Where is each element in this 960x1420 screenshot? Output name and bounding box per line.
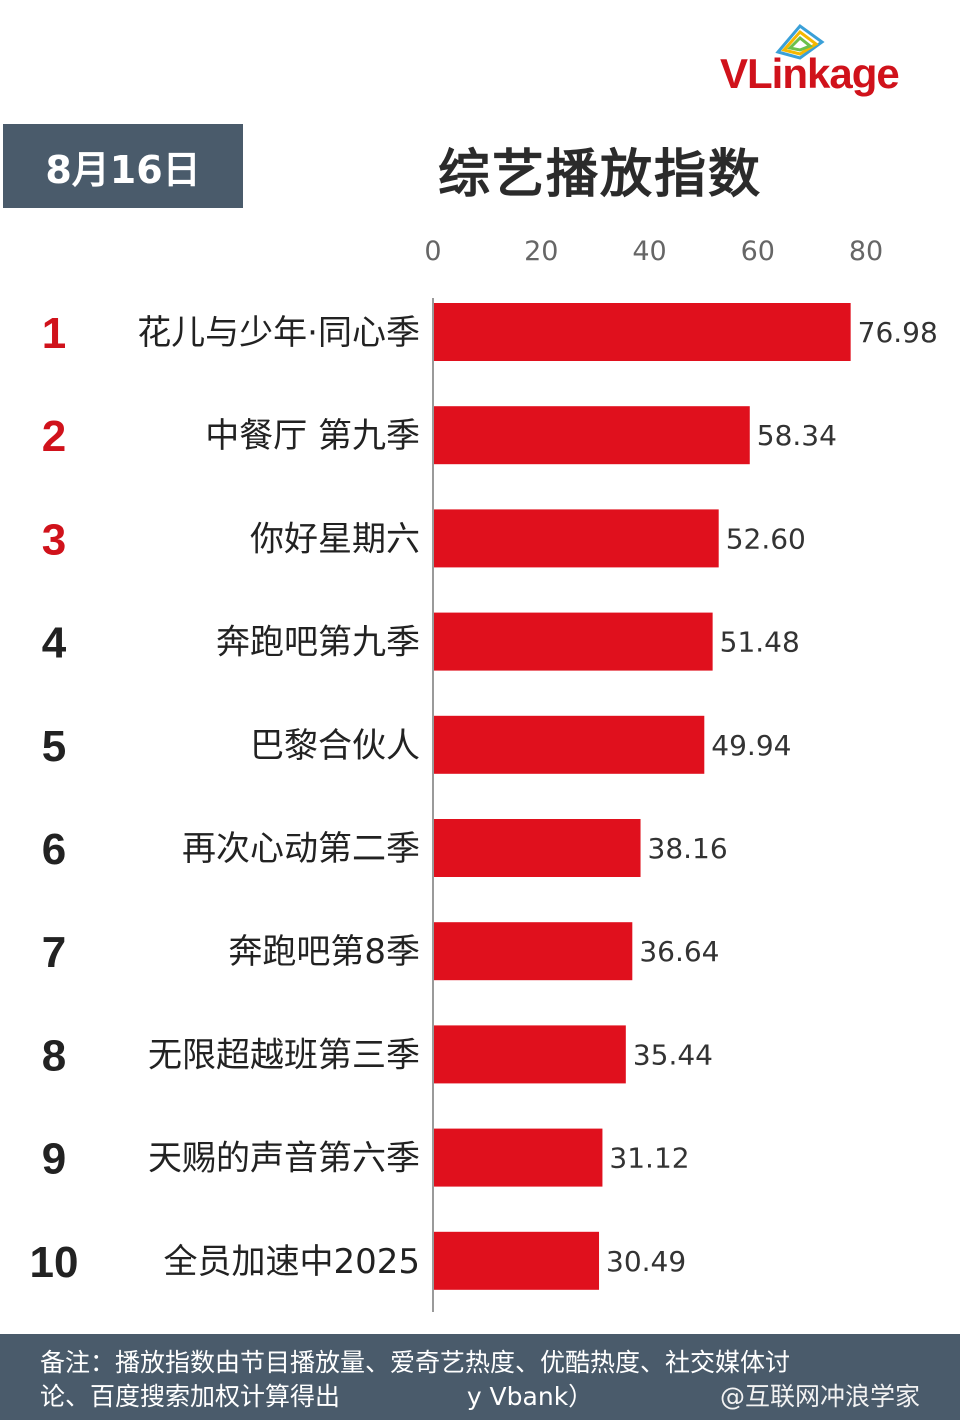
date-badge: 8月16日: [3, 124, 243, 208]
category-label: 花儿与少年·同心季: [137, 313, 420, 353]
bar: [434, 922, 633, 981]
rank-label: 3: [42, 515, 66, 564]
footer-note: 备注：播放指数由节目播放量、爱奇艺热度、优酷热度、社交媒体讨 论、百度搜索加权计…: [0, 1334, 960, 1420]
rank-label: 7: [42, 928, 66, 977]
bar-chart: 0 20 40 60 80 76.98 花儿与少年·同心季 1 58.34 中餐厅 第九季 2 52.…: [30, 236, 938, 1312]
footer-note-line2: 论、百度搜索加权计算得出: [40, 1382, 341, 1411]
x-tick-label: 60: [741, 236, 775, 267]
watermark: @互联网冲浪学家: [719, 1382, 920, 1411]
category-label: 中餐厅 第九季: [205, 416, 420, 456]
x-tick-label: 40: [632, 236, 666, 267]
value-label: 36.64: [639, 935, 719, 968]
value-label: 76.98: [858, 316, 938, 349]
bar: [434, 612, 713, 671]
x-tick-label: 20: [524, 236, 558, 267]
logo-mark-icon: [775, 23, 825, 60]
rank-label: 2: [42, 412, 66, 461]
footer-source: y Vbank）: [466, 1382, 594, 1411]
category-label: 巴黎合伙人: [250, 726, 420, 766]
value-label: 58.34: [757, 419, 837, 452]
category-label: 再次心动第二季: [182, 829, 420, 869]
rank-label: 9: [42, 1135, 66, 1184]
x-tick-label: 80: [849, 236, 883, 267]
logo-text: VLinkage: [720, 50, 900, 97]
value-label: 35.44: [633, 1038, 713, 1071]
bar: [434, 819, 641, 877]
bar: [434, 715, 705, 774]
value-label: 31.12: [609, 1142, 689, 1175]
vlinkage-logo: VLinkage: [720, 20, 950, 100]
value-label: 49.94: [711, 729, 791, 762]
rank-label: 10: [30, 1238, 79, 1287]
category-label: 天赐的声音第六季: [148, 1139, 420, 1179]
category-label: 你好星期六: [250, 519, 420, 559]
rank-label: 5: [42, 722, 66, 771]
category-label: 全员加速中2025: [163, 1242, 420, 1282]
rank-label: 8: [42, 1031, 66, 1080]
rank-label: 1: [42, 309, 66, 358]
x-tick-label: 0: [424, 236, 441, 267]
bar: [434, 509, 719, 568]
value-label: 52.60: [726, 522, 806, 555]
rank-label: 4: [42, 619, 67, 668]
bar: [434, 1231, 600, 1290]
category-label: 奔跑吧第8季: [228, 932, 420, 972]
bar: [434, 303, 851, 361]
value-label: 30.49: [606, 1245, 686, 1278]
bar: [434, 1128, 603, 1187]
value-label: 38.16: [648, 832, 728, 865]
footer-note-line1: 备注：播放指数由节目播放量、爱奇艺热度、优酷热度、社交媒体讨: [40, 1348, 791, 1377]
bar: [434, 406, 750, 465]
rank-label: 6: [42, 825, 66, 874]
value-label: 51.48: [720, 626, 800, 659]
category-label: 无限超越班第三季: [148, 1035, 420, 1075]
chart-title: 综艺播放指数: [437, 145, 762, 205]
bar: [434, 1025, 626, 1084]
category-label: 奔跑吧第九季: [216, 623, 420, 663]
